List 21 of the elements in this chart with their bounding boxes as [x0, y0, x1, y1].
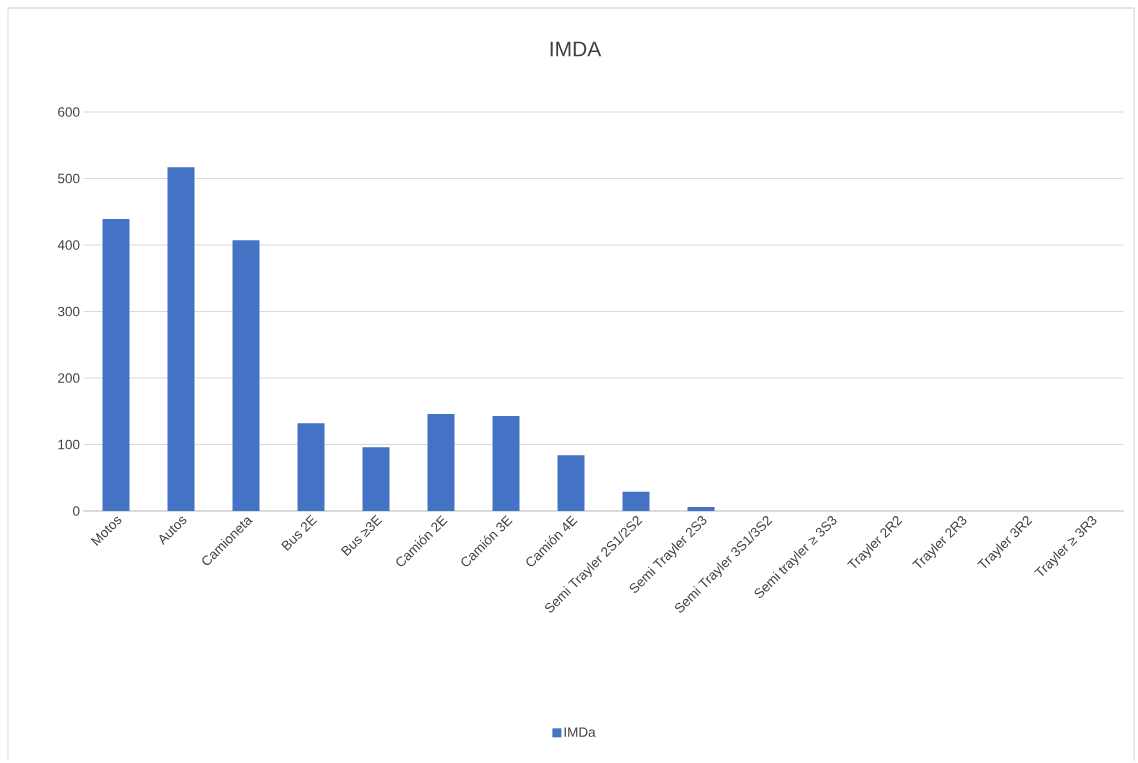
y-tick-label: 100	[58, 439, 80, 450]
y-tick-label: 300	[57, 306, 80, 317]
x-tick-label: Bus 2E	[281, 514, 318, 551]
legend-label: IMDa	[564, 727, 596, 737]
bar	[232, 240, 260, 511]
y-tick-label: 500	[58, 173, 80, 184]
bar	[362, 447, 390, 511]
y-tick-label: 0	[73, 506, 80, 516]
bar	[622, 491, 650, 511]
x-tick-label: Bus ≥3E	[340, 514, 383, 557]
bar	[427, 413, 455, 511]
bar	[492, 415, 520, 511]
y-tick-label: 200	[58, 373, 80, 383]
y-tick-label: 400	[57, 240, 80, 250]
y-tick-label: 600	[58, 107, 80, 117]
bar	[557, 455, 585, 511]
bar	[297, 423, 325, 511]
bar	[687, 507, 715, 511]
bar	[102, 219, 130, 511]
chart-title: IMDA	[550, 41, 602, 57]
bar	[167, 167, 195, 511]
